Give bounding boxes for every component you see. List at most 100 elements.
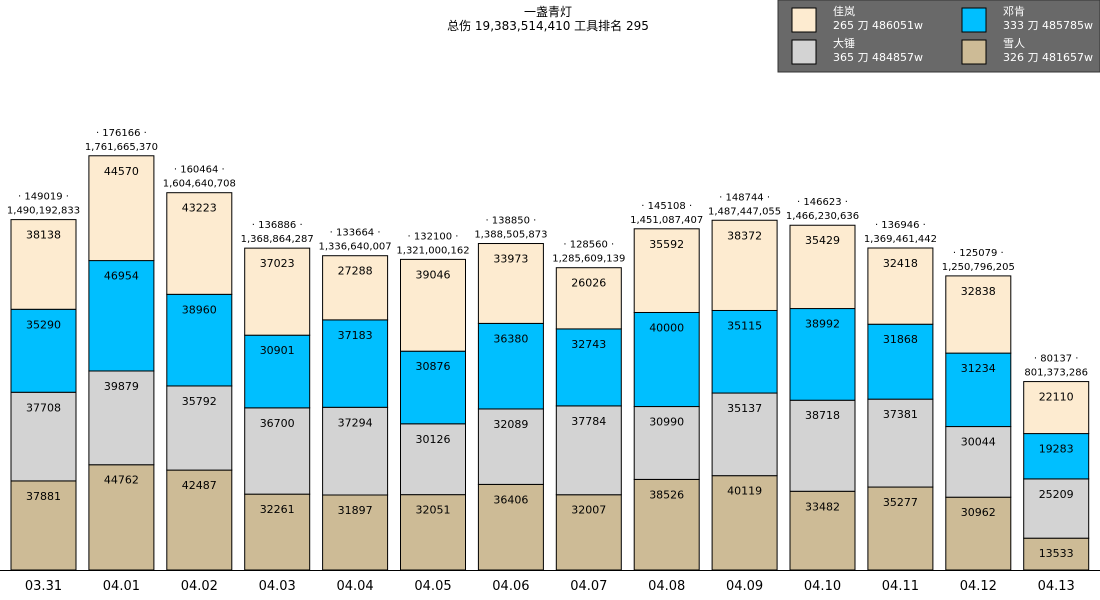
segment-value-label: 39879 <box>104 380 139 393</box>
bar-segment <box>322 494 389 571</box>
bar-total-label: 1,321,000,162 <box>396 245 469 256</box>
bar-total-label: 1,250,796,205 <box>942 262 1015 273</box>
segment-value-label: 36380 <box>493 332 528 345</box>
bar-count-label: · 176166 · <box>96 128 147 139</box>
bar-count-label: · 146623 · <box>797 197 848 208</box>
x-tick-label: 04.01 <box>103 579 140 594</box>
bar-segment <box>322 319 389 408</box>
segment-value-label: 27288 <box>338 265 373 278</box>
bar-count-label: · 136886 · <box>252 220 303 231</box>
segment-value-label: 30876 <box>416 360 451 373</box>
x-tick-label: 04.03 <box>259 579 296 594</box>
bar-segment <box>322 406 389 496</box>
bar-total-label: 801,373,286 <box>1024 368 1088 379</box>
segment-value-label: 36700 <box>260 417 295 430</box>
bar-total-label: 1,368,864,287 <box>241 234 314 245</box>
segment-value-label: 37294 <box>338 416 373 429</box>
segment-value-label: 30901 <box>260 344 295 357</box>
x-tick-label: 03.31 <box>25 579 62 594</box>
segment-value-label: 35115 <box>727 319 762 332</box>
segment-value-label: 32051 <box>416 504 451 517</box>
segment-value-label: 40119 <box>727 485 762 498</box>
legend-swatch <box>791 7 817 33</box>
bar-segment <box>88 260 155 372</box>
segment-value-label: 25209 <box>1039 488 1074 501</box>
segment-value-label: 38992 <box>805 318 840 331</box>
segment-value-label: 44762 <box>104 474 139 487</box>
x-tick-label: 04.04 <box>336 579 373 594</box>
segment-value-label: 36406 <box>493 493 528 506</box>
x-tick-label: 04.09 <box>726 579 763 594</box>
bar-segment <box>633 228 700 313</box>
bar-segment <box>166 192 233 295</box>
bar-segment <box>400 258 466 352</box>
bar-segment <box>945 496 1012 571</box>
bar-segment <box>1023 381 1090 435</box>
segment-value-label: 37708 <box>26 401 61 414</box>
bar-segment <box>1023 433 1090 480</box>
segment-value-label: 37023 <box>260 257 295 270</box>
bar-count-label: · 138850 · <box>485 216 536 227</box>
bar-total-label: 1,487,447,055 <box>708 206 781 217</box>
segment-value-label: 33482 <box>805 500 840 513</box>
segment-value-label: 38960 <box>182 303 217 316</box>
bar-segment <box>244 247 311 336</box>
segment-value-label: 40000 <box>649 321 684 334</box>
segment-value-label: 37784 <box>571 415 606 428</box>
bar-segment <box>711 475 778 571</box>
segment-value-label: 38718 <box>805 409 840 422</box>
bar-total-label: 1,604,640,708 <box>163 179 236 190</box>
bar-segment <box>88 370 155 466</box>
segment-value-label: 42487 <box>182 479 217 492</box>
bar-segment <box>244 334 311 409</box>
segment-value-label: 13533 <box>1039 547 1074 560</box>
segment-value-label: 38138 <box>26 229 61 242</box>
legend-series-name: 雪人 <box>1003 37 1025 50</box>
x-axis: 03.31 04.01 04.02 04.03 04.04 04.05 04.06 04.07… <box>25 579 1075 594</box>
bar-count-label: · 136946 · <box>875 220 926 231</box>
bar-segment <box>555 267 622 330</box>
segment-value-label: 37381 <box>883 408 918 421</box>
legend-swatch <box>961 39 987 65</box>
segment-value-label: 31868 <box>883 333 918 346</box>
segment-value-label: 35592 <box>649 238 684 251</box>
bar-total-label: 1,761,665,370 <box>85 142 158 153</box>
bar-segment <box>10 219 77 310</box>
segment-value-label: 35277 <box>883 496 918 509</box>
labels-group: 37881 37708 35290 38138 · 149019 · 1,490,192,… <box>7 128 1088 560</box>
segment-value-label: 26026 <box>571 277 606 290</box>
chart-title: 一盏青灯 <box>524 4 572 19</box>
x-tick-label: 04.05 <box>414 579 451 594</box>
segment-value-label: 39046 <box>416 268 451 281</box>
bar-count-label: · 132100 · <box>408 231 459 242</box>
legend-series-name: 佳岚 <box>833 4 855 18</box>
bar-segment <box>322 255 389 321</box>
bar-total-label: 1,369,461,442 <box>864 234 937 245</box>
segment-value-label: 33973 <box>493 253 528 266</box>
segment-value-label: 38526 <box>649 488 684 501</box>
x-tick-label: 04.10 <box>804 579 841 594</box>
x-tick-label: 04.06 <box>492 579 529 594</box>
bar-count-label: · 128560 · <box>563 240 614 251</box>
bar-segment <box>477 322 544 410</box>
segment-value-label: 30126 <box>416 433 451 446</box>
chart-subtitle: 总伤 19,383,514,410 工具排名 295 <box>447 18 649 33</box>
segment-value-label: 43223 <box>182 202 217 215</box>
legend-series-detail: 326 刀 481657w <box>1003 51 1093 64</box>
bar-count-label: · 148744 · <box>719 192 770 203</box>
bar-segment <box>711 392 778 477</box>
bar-segment <box>88 155 155 262</box>
bar-total-label: 1,336,640,007 <box>319 242 392 253</box>
bars-group <box>10 155 1090 571</box>
bar-segment <box>400 494 466 571</box>
bar-count-label: · 149019 · <box>18 192 69 203</box>
segment-value-label: 32838 <box>961 285 996 298</box>
bar-segment <box>789 399 856 492</box>
x-tick-label: 04.11 <box>882 579 919 594</box>
bar-segment <box>867 398 934 488</box>
x-tick-label: 04.08 <box>648 579 685 594</box>
bar-segment <box>633 311 700 408</box>
bar-segment <box>867 323 934 400</box>
